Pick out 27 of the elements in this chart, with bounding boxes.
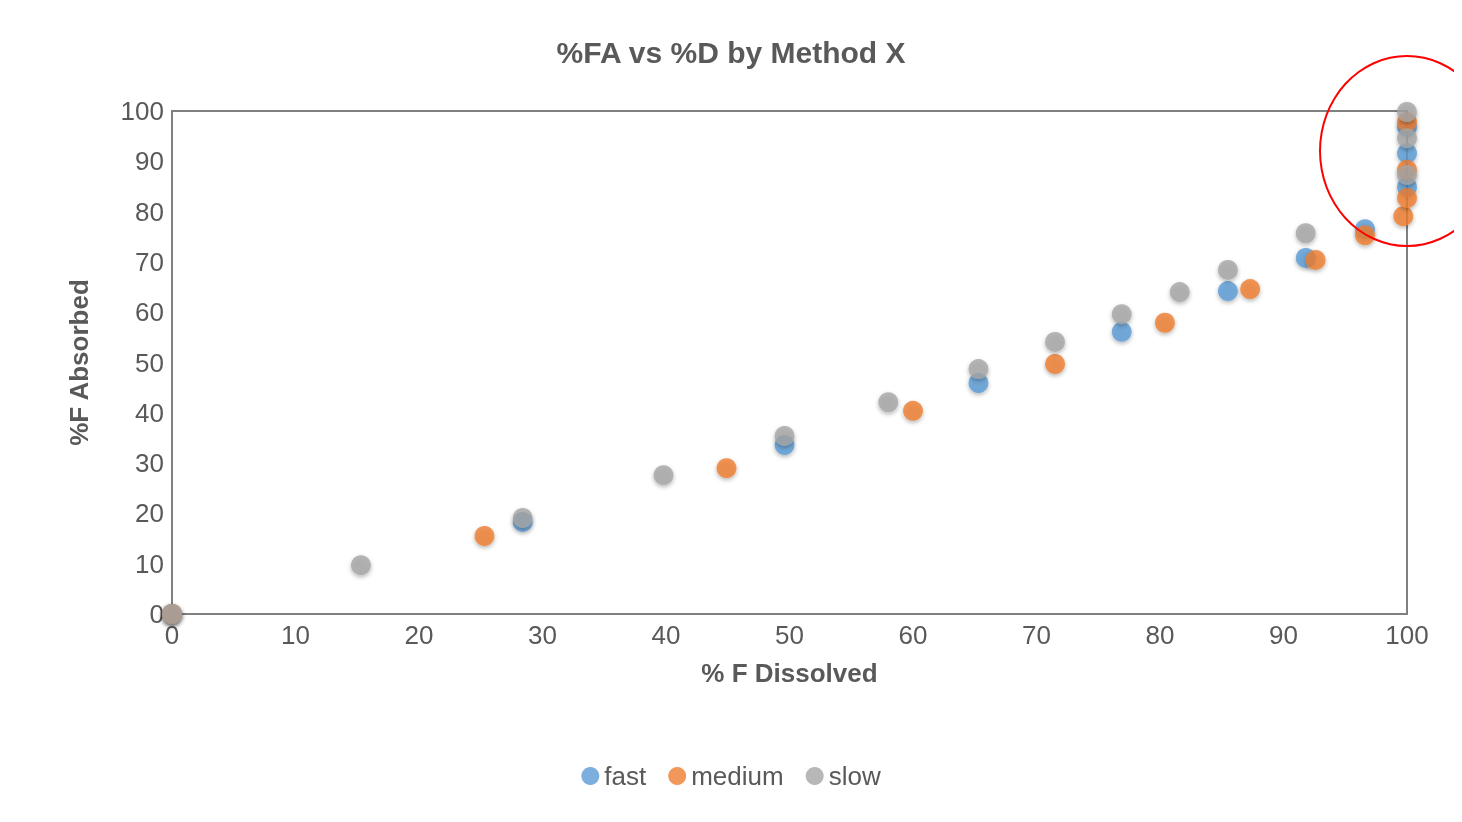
x-tick-label: 10	[281, 620, 310, 650]
y-tick-label: 90	[135, 146, 164, 177]
x-tick-label: 20	[404, 620, 434, 650]
legend-label: slow	[828, 761, 881, 791]
y-tick-label: 40	[135, 397, 164, 428]
y-tick-label: 100	[120, 96, 164, 126]
x-tick-label: 80	[1145, 620, 1175, 650]
y-tick-label: 70	[135, 246, 164, 277]
x-tick-label: 50	[775, 620, 804, 650]
x-tick-label: 70	[1022, 620, 1051, 650]
y-tick-label: 20	[135, 498, 164, 529]
y-tick-label: 60	[135, 297, 164, 328]
x-tick-label: 40	[651, 620, 681, 650]
y-axis-title: %F Absorbed	[64, 279, 94, 446]
y-tick-label: 10	[135, 548, 164, 579]
y-tick-label: 0	[149, 599, 164, 629]
x-tick-label: 100	[1385, 620, 1429, 650]
x-axis-title: % F Dissolved	[701, 658, 878, 688]
x-tick-label: 60	[898, 620, 928, 650]
legend-label: fast	[604, 761, 647, 791]
y-tick-label: 80	[135, 196, 164, 227]
chart-title: %FA vs %D by Method X	[556, 35, 906, 69]
x-tick-label: 30	[528, 620, 557, 650]
x-tick-label: 90	[1269, 620, 1298, 650]
y-tick-label: 50	[135, 347, 164, 378]
y-tick-label: 30	[135, 448, 164, 479]
legend-label: medium	[691, 761, 784, 791]
